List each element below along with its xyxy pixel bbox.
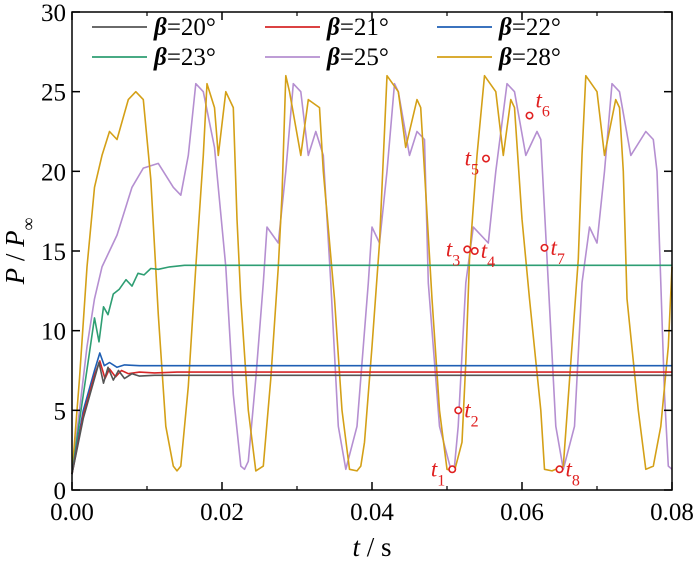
legend-label: β=21° — [326, 14, 389, 41]
x-axis-sep: / — [360, 532, 381, 561]
y-axis-subvar: P — [0, 230, 30, 248]
x-tick-label: 0.08 — [650, 499, 694, 526]
axis-ticks: 0.00 0.02 0.04 0.06 0.08 0 5 10 15 20 25 30 — [41, 0, 694, 526]
x-axis-var: t — [352, 532, 361, 561]
annotation-label: t4 — [481, 238, 495, 271]
x-axis-unit: s — [381, 532, 392, 561]
plot-frame — [71, 11, 673, 491]
y-tick-label: 25 — [41, 80, 66, 107]
y-tick-label: 30 — [41, 0, 66, 27]
annotation-label: t1 — [431, 456, 445, 489]
series-line — [71, 352, 672, 475]
x-axis-label: t / s — [352, 532, 391, 561]
y-axis-sub: ∞ — [18, 217, 38, 230]
annotation-marker — [540, 243, 549, 252]
y-axis-sep: / — [0, 247, 30, 268]
y-tick-label: 10 — [41, 319, 66, 346]
y-tick-label: 0 — [54, 478, 67, 505]
y-tick-label: 15 — [41, 239, 66, 266]
annotation-label: t2 — [464, 397, 478, 430]
annotation-marker — [454, 406, 463, 415]
annotation-marker — [525, 111, 534, 120]
series-layer — [71, 74, 673, 475]
annotation-marker — [448, 465, 457, 474]
legend: β=20° β=21° β=22° β=23° β=25° β=28° — [92, 14, 561, 71]
legend-label: β=25° — [326, 44, 389, 71]
series-line — [71, 264, 672, 475]
x-tick-label: 0.00 — [50, 499, 94, 526]
annotation-marker — [555, 465, 564, 474]
legend-label: β=22° — [498, 14, 561, 41]
y-tick-label: 20 — [41, 159, 66, 186]
legend-label: β=20° — [153, 14, 216, 41]
series-line — [71, 74, 673, 475]
annotation-label: t7 — [551, 235, 565, 268]
y-axis-label: P / P∞ — [0, 217, 38, 285]
x-tick-label: 0.06 — [500, 499, 544, 526]
annotation-marker — [470, 247, 479, 256]
annotations: t1 t2 t3 t4 t5 t6 t7 t8 — [431, 88, 580, 489]
x-tick-label: 0.04 — [350, 499, 394, 526]
annotation-label: t6 — [536, 88, 550, 121]
series-line — [71, 361, 672, 475]
annotation-label: t3 — [446, 236, 460, 269]
y-tick-label: 5 — [54, 398, 67, 425]
annotation-marker — [481, 154, 490, 163]
annotation-marker — [463, 245, 472, 254]
y-axis-var: P — [0, 268, 30, 286]
legend-label: β=28° — [498, 44, 561, 71]
legend-label: β=23° — [153, 44, 216, 71]
x-tick-label: 0.02 — [200, 499, 244, 526]
annotation-label: t5 — [465, 146, 479, 179]
annotation-label: t8 — [566, 456, 580, 489]
